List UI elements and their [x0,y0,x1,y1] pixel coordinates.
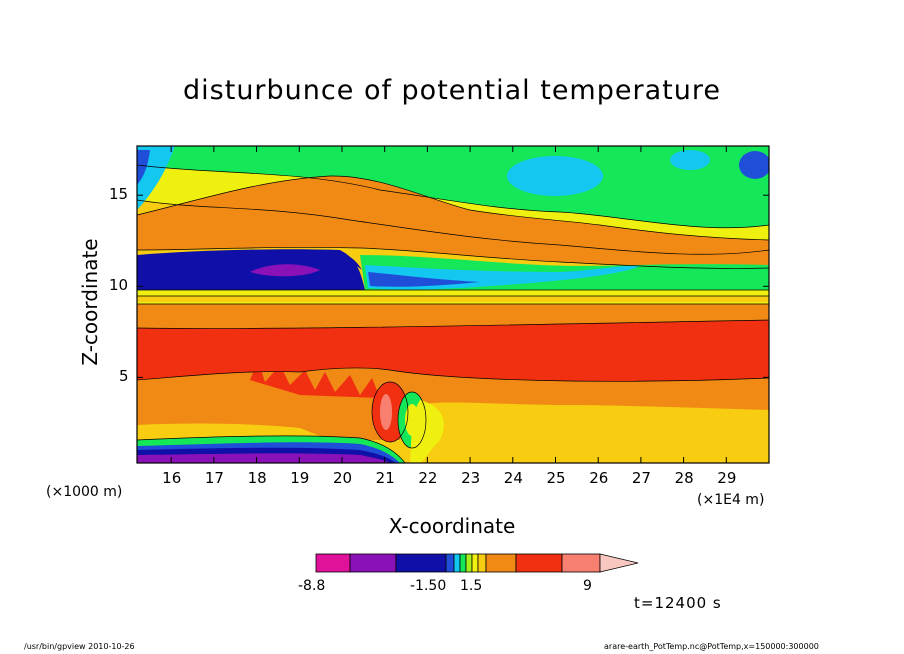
x-unit-right: (×1E4 m) [697,492,765,508]
colorbar-segment [453,553,461,573]
x-tick-label: 20 [332,469,353,487]
colorbar-segment [471,553,479,573]
x-tick-label: 23 [461,469,481,487]
x-tick-label: 18 [247,469,267,487]
plot-frame [136,145,770,464]
colorbar-segment [349,553,397,573]
colorbar-level-label: 9 [583,578,592,594]
contour-fill [137,146,769,463]
colorbar-segment [485,553,517,573]
tick-marks [137,146,769,463]
footer-left: /usr/bin/gpview 2010-10-26 [24,642,135,651]
y-tick-label: 15 [109,185,129,204]
x-tick-label: 17 [204,469,224,487]
x-axis-label: X-coordinate [388,514,516,538]
x-tick-label: 21 [375,469,395,487]
x-tick-label: 29 [717,469,737,487]
colorbar [315,553,639,573]
x-unit-left: (×1000 m) [46,484,123,500]
y-tick-label: 5 [119,367,129,386]
colorbar-segment [395,553,447,573]
chart-title: disturbunce of potential temperature [183,75,721,106]
colorbar-segment [445,553,455,573]
colorbar-level-label: 1.5 [460,578,483,594]
colorbar-segment [459,553,467,573]
colorbar-level-label: -1.50 [410,578,447,594]
x-tick-label: 16 [162,469,182,487]
colorbar-segment [465,553,473,573]
contour-lines [137,164,769,463]
colorbar-segment [315,553,351,573]
colorbar-segment [561,553,601,573]
x-tick-label: 19 [290,469,310,487]
colorbar-segment [477,553,487,573]
y-axis-label: Z-coordinate [78,238,102,366]
x-tick-label: 25 [546,469,566,487]
x-tick-label: 24 [503,469,523,487]
time-label: t=12400 s [634,594,722,612]
y-tick-label: 10 [109,276,129,295]
x-tick-label: 27 [631,469,651,487]
x-tick-label: 28 [674,469,694,487]
colorbar-level-label: -8.8 [298,578,326,594]
x-tick-label: 22 [418,469,438,487]
colorbar-segment [515,553,563,573]
colorbar-extend-arrow [599,553,639,573]
x-tick-label: 26 [589,469,609,487]
footer-right: arare-earth_PotTemp.nc@PotTemp,x=150000:… [604,642,819,651]
